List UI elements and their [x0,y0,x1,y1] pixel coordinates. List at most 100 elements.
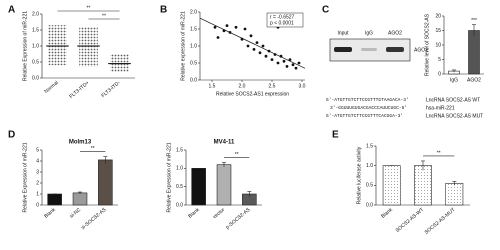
point [270,58,274,61]
y-axis-label: Relative luciferase activity [356,146,362,204]
y-tick-label: 1.5 [176,147,183,153]
x-tick-label: 2.5 [269,83,276,89]
y-axis-label: Relative level of SOCS2-AS [424,13,430,76]
y-tick-label: 1 [36,191,39,197]
point [264,54,268,58]
point [258,51,262,55]
significance: *** [471,18,477,24]
significance: ** [437,150,441,156]
x-tick-label: FLT3-ITD+ [68,80,90,100]
y-tick-label: 4 [36,158,39,164]
chart-title: MV4-11 [214,140,235,146]
blot-band [361,48,377,51]
sequence: 3'-GGUUUGUGACGACCCAUUCUGC-5' [330,105,407,111]
point [213,25,217,29]
x-tick-label: 2.0 [239,83,246,89]
y-tick-label: 0.5 [366,183,373,189]
x-tick-label: 1.5 [209,83,216,89]
bar-pattern [383,165,401,205]
x-tick-label: Blank [187,207,201,220]
y-tick-label: 5 [36,147,39,153]
x-tick-label: vector [212,207,227,221]
y-tick-label: 2 [36,180,39,186]
y-tick-label: 1.5 [190,26,197,32]
x-tick-label: AGO2 [467,77,481,83]
panel-label: C [322,5,329,16]
sequence: 5'-ATGTTGTCTTCCGTTTGTAAGACA-3' [326,97,409,103]
y-tick-label: 1.5 [366,143,373,149]
y-tick-label: 0.0 [32,75,39,81]
y-tick-label: 3 [36,169,39,175]
x-tick-label: FLT3-ITD- [100,80,121,99]
x-tick-label: Blank [43,207,57,220]
y-tick-label: 5 [438,57,441,63]
panel-label: A [8,5,15,16]
point [216,36,220,39]
y-tick-label: 0.0 [366,202,373,208]
y-axis-label: Relative Expression of miR-221 [22,142,28,212]
x-tick-label: SOCS2-AS-WT [395,207,425,234]
lane-label: IgG [365,30,373,36]
bar-pattern [445,183,463,205]
sequence-label: LncRNA SOCS2-AS MUT [426,113,483,119]
significance: ** [87,5,91,11]
y-tick-label: 15 [435,28,441,34]
x-tick-label: Blank [380,207,394,220]
annotation: p < 0.0001 [270,20,294,26]
lane-label: AGO2 [388,30,402,36]
y-tick-label: 20 [435,13,441,19]
bar [98,159,113,206]
point [294,66,298,70]
trend-line [199,17,306,69]
sequence: 5'-ATGTTGTCTTCCGTTTCACGGA-3' [326,113,403,119]
y-tick-label: 0.0 [176,202,183,208]
lane-label: Input [337,30,349,36]
sequence-label: LncRNA SOCS2-AS WT [426,97,480,103]
bar [468,30,480,75]
blot-band [386,47,404,52]
point [261,44,265,48]
y-tick-label: 2.0 [190,9,197,15]
bar-pattern [414,165,432,205]
x-tick-label: Normal [43,80,59,95]
y-axis-label: Relative Expression of miR-221 [22,11,28,81]
point [282,59,286,63]
y-tick-label: 1.0 [190,43,197,49]
point [243,27,247,31]
y-tick-label: 10 [435,42,441,48]
y-tick-label: 0 [438,71,441,77]
y-tick-label: 0.5 [190,60,197,66]
point [276,61,280,65]
panel-label: D [8,130,15,141]
y-tick-label: 1.0 [32,43,39,49]
significance: ** [235,152,239,158]
panel-label: E [332,130,339,141]
annotation: r = -0.6527 [270,14,295,20]
significance: ** [102,13,106,19]
y-tick-label: 0.0 [190,77,197,83]
bar [72,192,88,206]
point [234,25,238,29]
y-tick-label: 0.5 [176,184,183,190]
significance: ** [91,146,95,152]
y-axis-label: Relative expression of miR-221 [180,11,186,81]
band-label: AGO2 [414,47,428,53]
y-tick-label: 0 [36,202,39,208]
y-tick-label: 2.0 [32,11,39,17]
blot-band [334,47,352,52]
sequence-label: hsa-miR-221 [426,105,455,111]
point [246,44,250,48]
bar [216,164,232,206]
x-tick-label: 3.0 [299,83,306,89]
x-tick-label: si-SOCS2-AS [80,207,108,232]
y-axis-label: Relative Expression of miR-221 [166,142,172,212]
x-tick-label: p-SOCS2-AS [225,207,252,231]
point [252,48,256,51]
y-tick-label: 1.5 [32,27,39,33]
x-tick-label: SOCS2-AS-MUT [424,207,457,236]
chart-title: Molm13 [69,140,92,146]
y-tick-label: 1.0 [366,163,373,169]
y-tick-label: 1.0 [176,166,183,172]
point [249,34,253,38]
